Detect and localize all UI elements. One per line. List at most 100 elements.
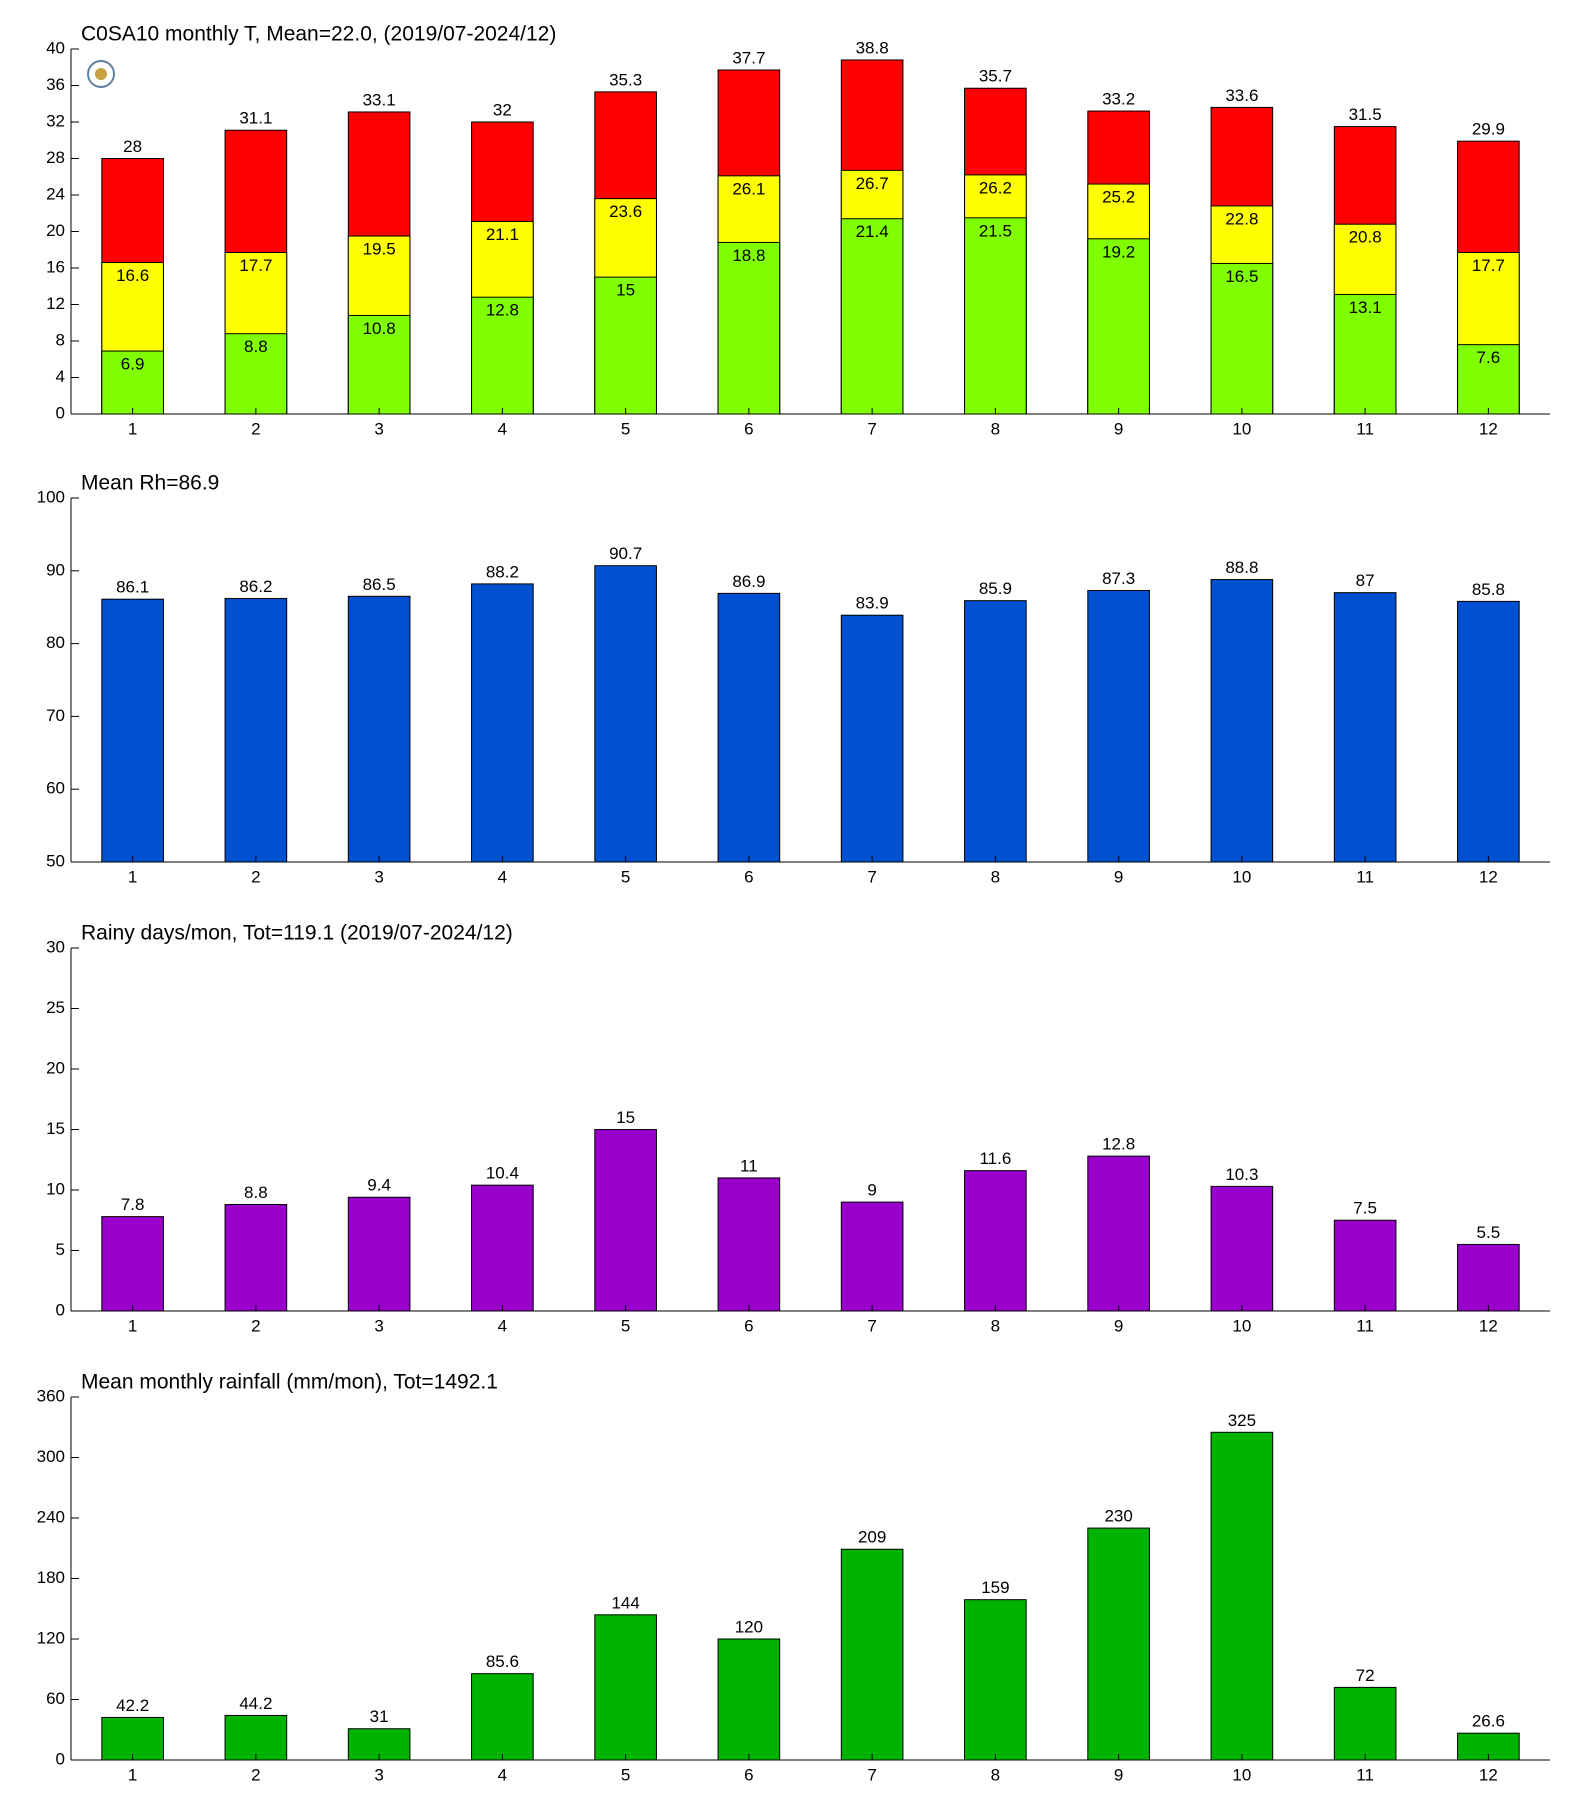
value-label: 26.1 <box>732 179 765 198</box>
y-tick-label: 60 <box>46 1689 65 1708</box>
x-tick-label: 5 <box>621 1316 630 1335</box>
value-label: 15 <box>616 1108 635 1127</box>
y-tick-label: 0 <box>56 403 65 422</box>
bar <box>1457 1243 1520 1312</box>
value-label: 22.8 <box>1225 209 1258 228</box>
value-label: 85.9 <box>979 579 1012 598</box>
x-tick-label: 4 <box>498 1316 507 1335</box>
x-tick-label: 12 <box>1479 867 1498 886</box>
value-label: 11 <box>740 1156 758 1175</box>
value-label: 88.2 <box>486 562 519 581</box>
x-tick-label: 12 <box>1479 1765 1498 1784</box>
x-tick-label: 9 <box>1114 1316 1123 1335</box>
bar <box>1333 293 1397 415</box>
value-label: 33.1 <box>363 90 396 109</box>
bar <box>1210 262 1274 415</box>
value-label: 33.2 <box>1102 90 1135 109</box>
y-tick-label: 5 <box>56 1240 65 1259</box>
bar <box>471 1184 534 1312</box>
y-tick-label: 60 <box>46 779 65 798</box>
x-tick-label: 4 <box>498 419 507 438</box>
value-label: 33.6 <box>1225 86 1258 105</box>
value-label: 44.2 <box>239 1694 272 1713</box>
x-tick-label: 11 <box>1356 867 1374 886</box>
y-tick-label: 10 <box>46 1179 65 1198</box>
y-tick-label: 240 <box>37 1507 65 1526</box>
value-label: 7.6 <box>1477 348 1501 367</box>
bar <box>471 1673 534 1761</box>
y-tick-label: 8 <box>56 330 65 349</box>
y-tick-label: 120 <box>37 1628 65 1647</box>
value-label: 86.9 <box>732 572 765 591</box>
y-tick-label: 360 <box>37 1386 65 1405</box>
value-label: 88.8 <box>1225 558 1258 577</box>
y-tick-label: 4 <box>56 367 65 386</box>
bar <box>840 1201 904 1312</box>
value-label: 87 <box>1356 571 1375 590</box>
bar <box>717 592 781 863</box>
value-label: 86.5 <box>363 575 396 594</box>
chart-title: Mean monthly rainfall (mm/mon), Tot=1492… <box>81 1371 498 1394</box>
x-tick-label: 6 <box>744 419 753 438</box>
x-tick-label: 2 <box>251 867 260 886</box>
value-label: 16.6 <box>116 266 149 285</box>
x-tick-label: 7 <box>867 867 876 886</box>
value-label: 21.5 <box>979 221 1012 240</box>
bar <box>224 1204 288 1312</box>
x-tick-label: 9 <box>1114 867 1123 886</box>
bar <box>471 296 534 415</box>
bar <box>1457 344 1520 415</box>
value-label: 11.6 <box>979 1149 1011 1168</box>
bar <box>964 1599 1027 1761</box>
x-tick-label: 7 <box>867 1765 876 1784</box>
value-label: 9 <box>867 1181 876 1200</box>
value-label: 10.3 <box>1225 1165 1258 1184</box>
value-label: 25.2 <box>1102 188 1135 207</box>
value-label: 86.1 <box>116 578 149 597</box>
value-label: 17.7 <box>239 256 272 275</box>
x-tick-label: 2 <box>251 1765 260 1784</box>
value-label: 19.2 <box>1102 242 1135 261</box>
value-label: 87.3 <box>1102 569 1135 588</box>
bar <box>101 1216 164 1312</box>
y-tick-label: 32 <box>46 111 65 130</box>
chart-title: Mean Rh=86.9 <box>81 472 219 495</box>
bar <box>224 597 288 863</box>
bar <box>1087 589 1150 863</box>
y-tick-label: 24 <box>46 184 65 203</box>
y-tick-label: 0 <box>56 1300 65 1319</box>
x-tick-label: 11 <box>1356 419 1374 438</box>
bar <box>594 276 657 415</box>
chart-title: Rainy days/mon, Tot=119.1 (2019/07-2024/… <box>81 922 513 945</box>
x-tick-label: 3 <box>374 1316 383 1335</box>
x-tick-label: 1 <box>128 1316 137 1335</box>
value-label: 325 <box>1228 1411 1256 1430</box>
value-label: 21.4 <box>856 222 889 241</box>
value-label: 209 <box>858 1528 886 1547</box>
bar <box>224 333 288 415</box>
value-label: 85.8 <box>1472 580 1505 599</box>
x-tick-label: 8 <box>991 1765 1000 1784</box>
value-label: 26.2 <box>979 178 1012 197</box>
bar <box>101 350 164 415</box>
x-tick-label: 11 <box>1356 1316 1374 1335</box>
x-tick-label: 10 <box>1232 867 1251 886</box>
x-tick-label: 5 <box>621 419 630 438</box>
y-tick-label: 12 <box>46 294 65 313</box>
y-tick-label: 20 <box>46 1058 65 1077</box>
x-tick-label: 10 <box>1232 1316 1251 1335</box>
value-label: 7.8 <box>121 1195 145 1214</box>
value-label: 16.5 <box>1225 267 1258 286</box>
value-label: 42.2 <box>116 1696 149 1715</box>
bar <box>1457 600 1520 863</box>
value-label: 230 <box>1104 1507 1132 1526</box>
x-tick-label: 7 <box>867 419 876 438</box>
y-tick-label: 15 <box>46 1119 65 1138</box>
y-tick-label: 28 <box>46 148 65 167</box>
value-label: 83.9 <box>856 594 889 613</box>
value-label: 10.4 <box>486 1164 519 1183</box>
y-tick-label: 80 <box>46 633 65 652</box>
y-tick-label: 20 <box>46 221 65 240</box>
chart-title: C0SA10 monthly T, Mean=22.0, (2019/07-20… <box>81 23 556 46</box>
value-label: 29.9 <box>1472 120 1505 139</box>
